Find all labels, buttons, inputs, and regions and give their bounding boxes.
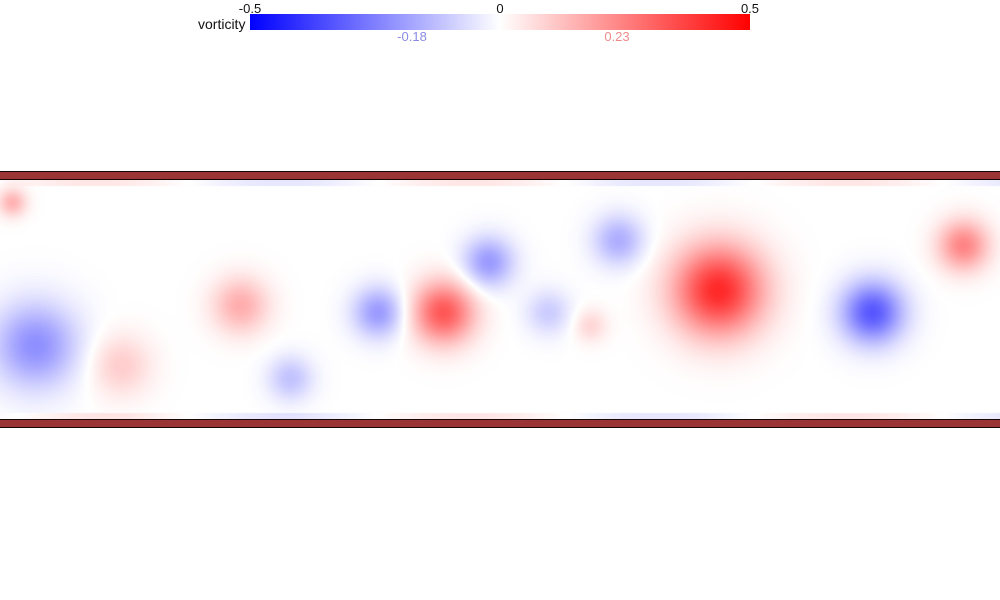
vorticity-colorbar — [250, 14, 750, 30]
channel-wall-top — [0, 171, 1000, 180]
vorticity-field — [0, 180, 1000, 419]
colorbar-title: vorticity — [198, 16, 246, 32]
colorbar-max-label: 0.5 — [740, 1, 760, 16]
colorbar-mid-label: 0 — [496, 1, 504, 16]
colorbar-negative-marker-label: -0.18 — [397, 29, 427, 44]
channel-wall-bottom — [0, 419, 1000, 428]
colorbar-min-label: -0.5 — [238, 1, 262, 16]
colorbar-positive-marker-label: 0.23 — [604, 29, 630, 44]
